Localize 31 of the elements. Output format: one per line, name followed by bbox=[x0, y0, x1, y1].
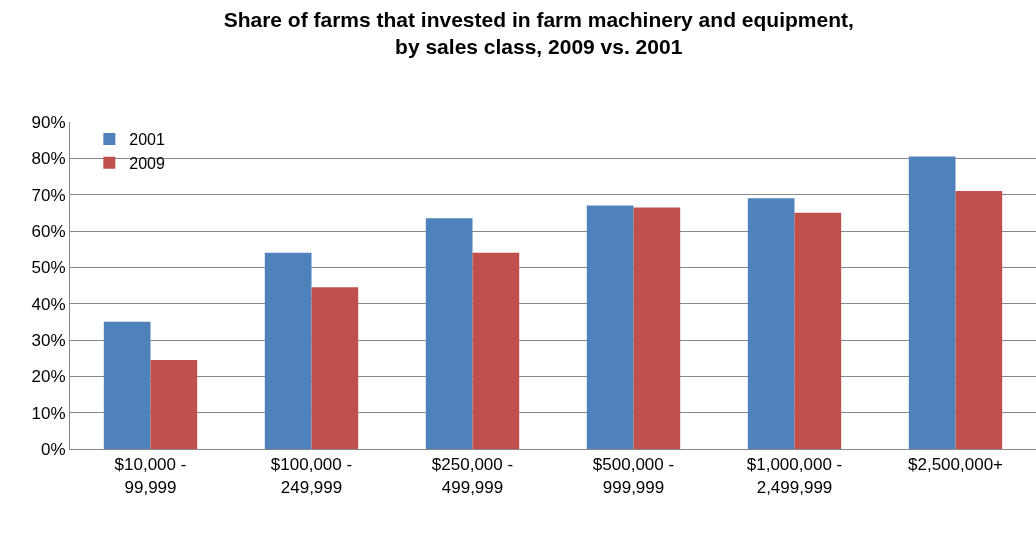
bar bbox=[472, 252, 520, 449]
legend-label: 2009 bbox=[129, 154, 166, 172]
x-tick-label: $250,000 - 499,999 bbox=[431, 455, 514, 497]
y-tick-label: 80% bbox=[31, 149, 66, 169]
bar bbox=[150, 359, 198, 449]
bar bbox=[908, 156, 956, 449]
y-tick-label: 40% bbox=[31, 294, 66, 314]
x-tick-label: $10,000 - 99,999 bbox=[114, 455, 187, 497]
y-tick-label: 20% bbox=[31, 367, 66, 387]
bar bbox=[311, 287, 359, 449]
bar bbox=[794, 212, 842, 449]
y-tick-label: 90% bbox=[31, 112, 66, 132]
y-tick-label: 60% bbox=[31, 221, 66, 241]
chart-title: Share of farms that invested in farm machinery and equipment, by sales class, 2009 vs. 2001 bbox=[223, 7, 854, 59]
bar bbox=[425, 218, 473, 449]
y-tick-label: 10% bbox=[31, 403, 66, 423]
bar bbox=[633, 207, 681, 449]
legend-label: 2001 bbox=[129, 131, 166, 149]
x-tick-label: $2,500,000+ bbox=[907, 455, 1004, 475]
bar bbox=[264, 252, 312, 449]
y-tick-label: 50% bbox=[31, 258, 66, 278]
x-tick-label: $500,000 - 999,999 bbox=[592, 455, 675, 497]
bar bbox=[747, 198, 795, 449]
y-tick-label: 70% bbox=[31, 185, 66, 205]
x-tick-label: $100,000 - 249,999 bbox=[270, 455, 353, 497]
y-tick-label: 30% bbox=[31, 330, 66, 350]
bar bbox=[103, 321, 151, 449]
x-tick-label: $1,000,000 - 2,499,999 bbox=[746, 455, 843, 497]
y-tick-label: 0% bbox=[41, 439, 66, 459]
bar bbox=[586, 205, 634, 449]
bar bbox=[955, 191, 1003, 449]
